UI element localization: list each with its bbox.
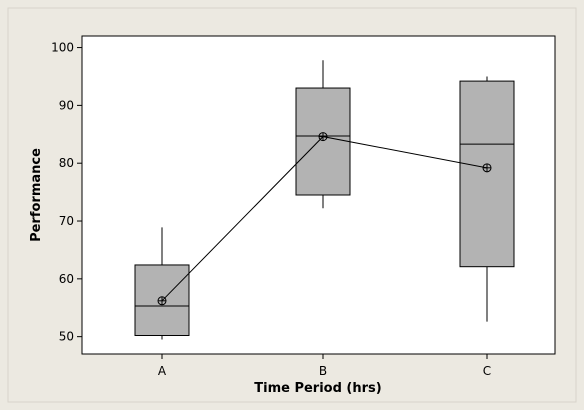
mean-marker (482, 163, 492, 173)
y-tick-label: 80 (59, 156, 74, 170)
y-axis-label: Performance (29, 148, 44, 242)
x-axis: A B C (158, 354, 491, 378)
box-body (295, 87, 351, 196)
box-body (459, 80, 515, 268)
mean-group (157, 132, 492, 306)
x-tick-label: B (319, 364, 327, 378)
box-group (134, 60, 515, 340)
x-tick-label: C (483, 364, 491, 378)
mean-marker (318, 132, 328, 142)
y-axis: 50 60 70 80 90 100 (51, 41, 82, 344)
y-tick-label: 50 (59, 330, 74, 344)
box-B (295, 60, 351, 209)
x-axis-label: Time Period (hrs) (254, 381, 381, 396)
y-tick-label: 70 (59, 214, 74, 228)
y-tick-label: 60 (59, 272, 74, 286)
y-tick-label: 100 (51, 41, 74, 55)
mean-marker (157, 296, 167, 306)
x-tick-label: A (158, 364, 167, 378)
box-A (134, 227, 190, 340)
y-tick-label: 90 (59, 98, 74, 112)
box-C (459, 76, 515, 322)
